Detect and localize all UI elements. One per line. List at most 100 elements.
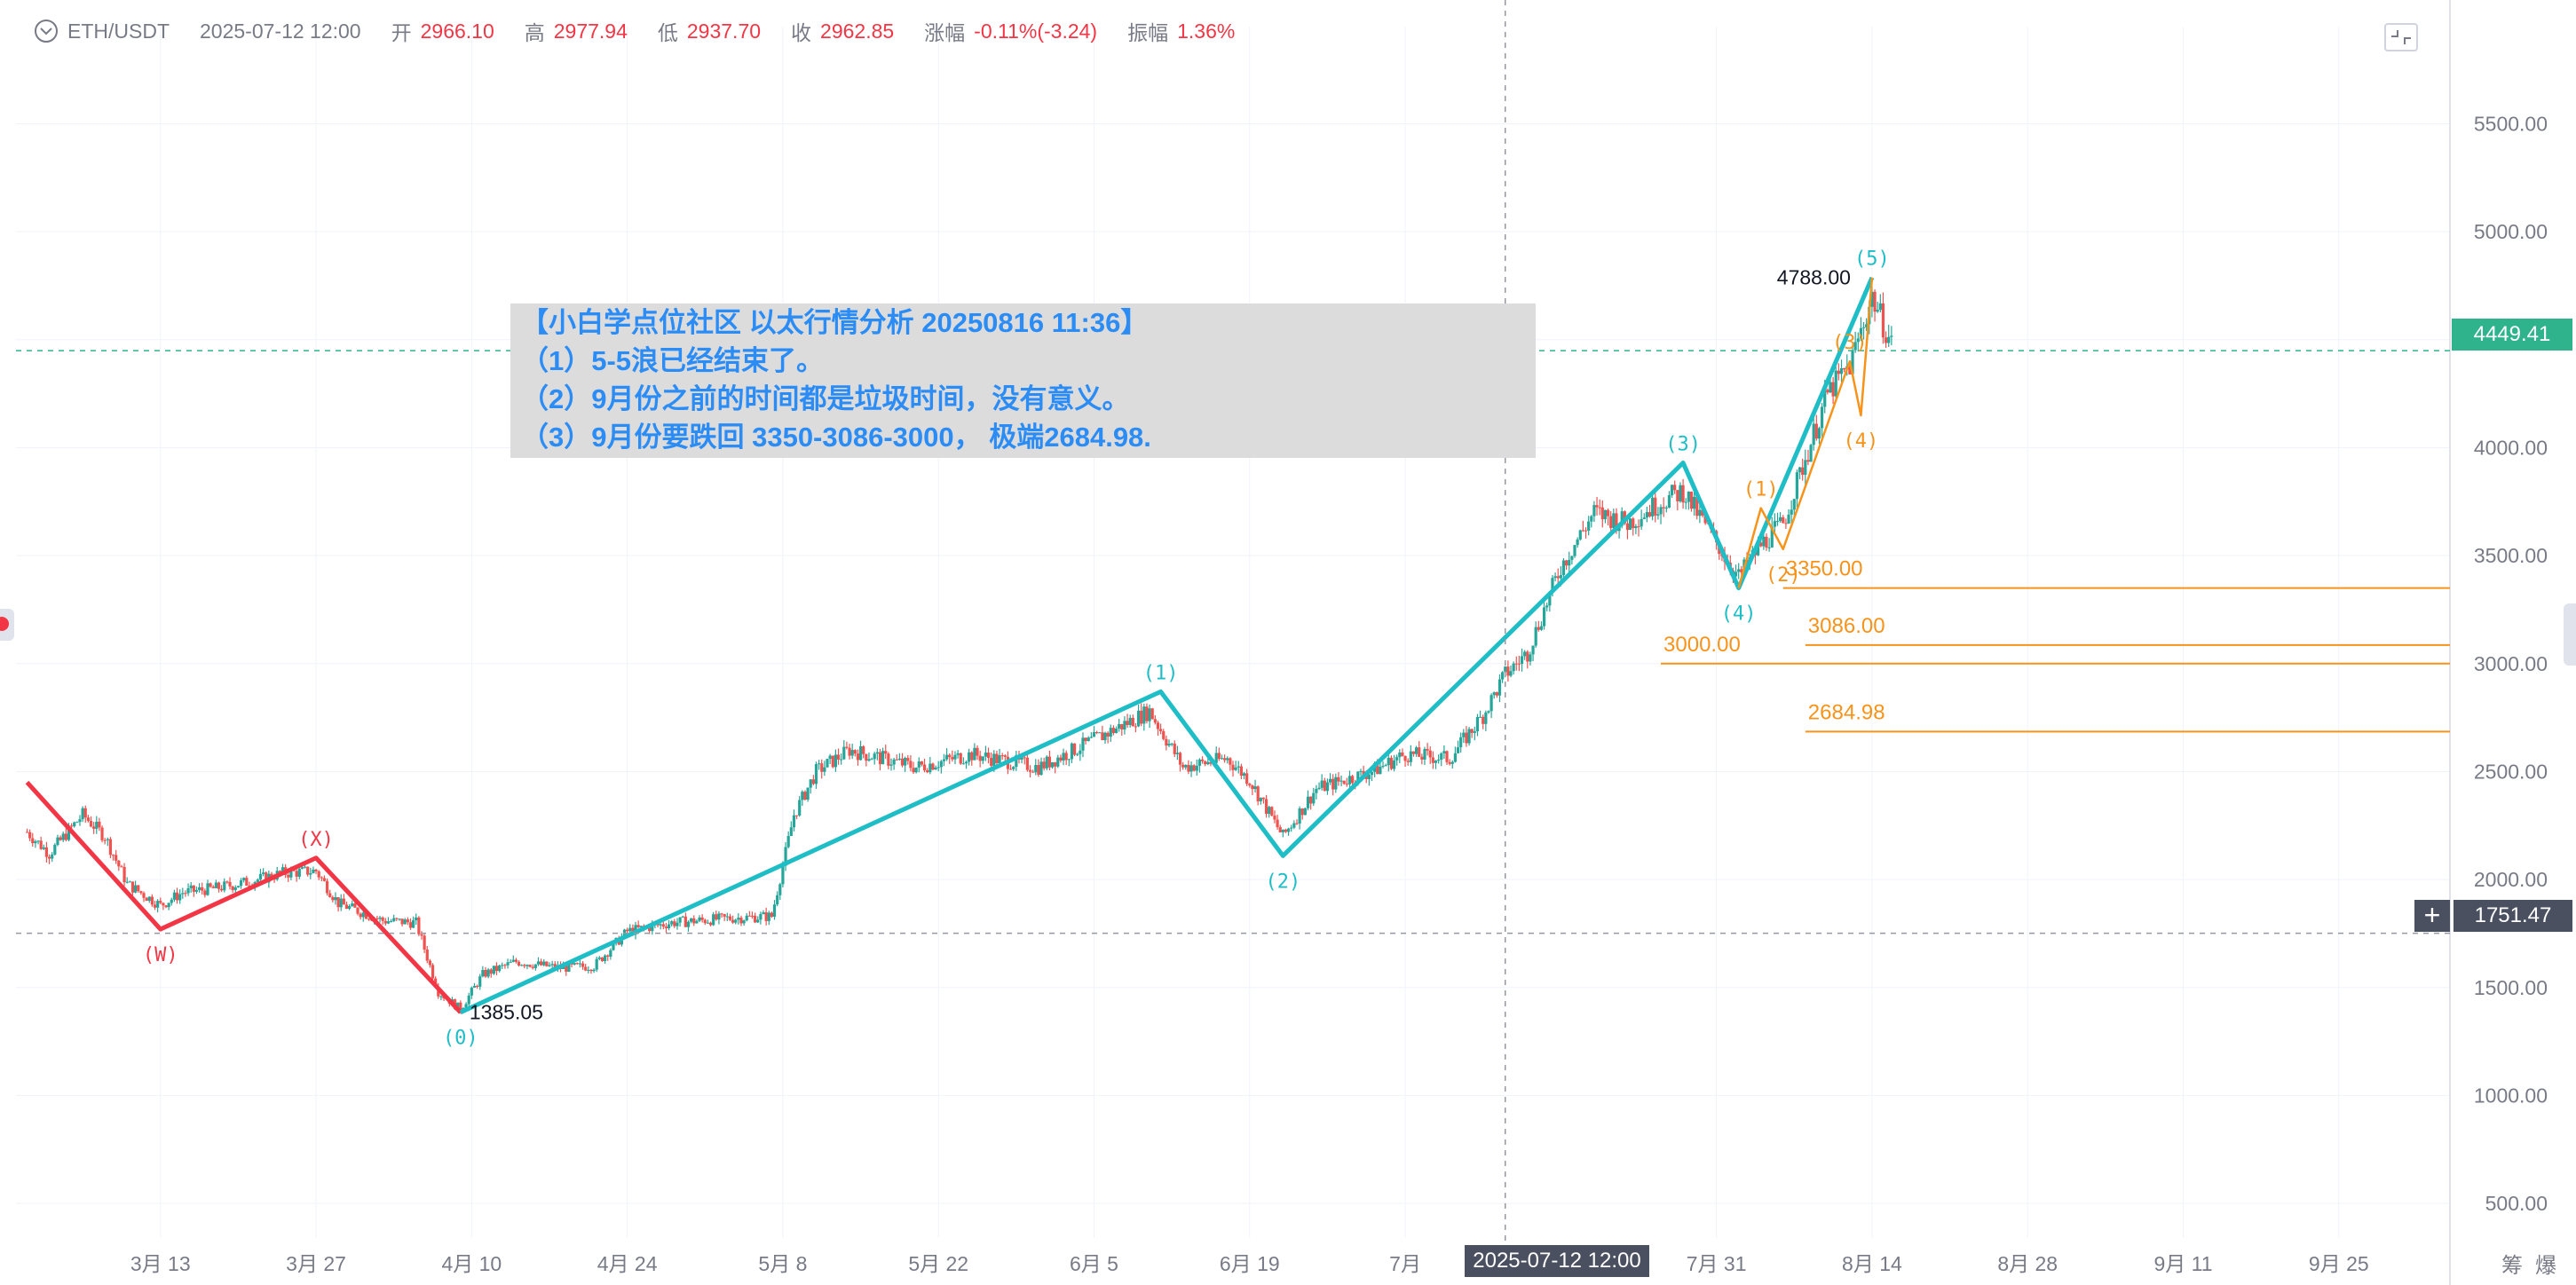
- analysis-title: 【小白学点位社区 以太行情分析 20250816 11:36】: [521, 307, 1149, 338]
- candle-body: [818, 763, 821, 765]
- candle-body: [1328, 778, 1332, 783]
- candle-body: [1553, 576, 1557, 579]
- candle-body: [639, 926, 643, 927]
- candle-body: [692, 918, 696, 924]
- candle-body: [1662, 507, 1665, 508]
- candle-body: [828, 755, 832, 760]
- candle-body: [1284, 829, 1288, 832]
- candle-body: [1837, 370, 1840, 374]
- candle-body: [361, 912, 365, 918]
- candle-body: [1450, 761, 1454, 764]
- candle-body: [747, 915, 751, 917]
- analysis-note[interactable]: 【小白学点位社区 以太行情分析 20250816 11:36】 （1）5-5浪已…: [510, 304, 1536, 458]
- candle-body: [970, 752, 974, 761]
- candle-body: [801, 792, 804, 800]
- candle-body: [1317, 787, 1321, 789]
- liquidation-label[interactable]: 爆: [2535, 1254, 2569, 1278]
- candle-body: [1000, 755, 1004, 757]
- candle-body: [648, 926, 652, 932]
- candle-body: [1023, 757, 1026, 759]
- plus-icon[interactable]: +: [2414, 900, 2450, 932]
- bar-datetime: 2025-07-12 12:00: [200, 19, 361, 43]
- current-price-tag: 4449.41: [2452, 319, 2572, 351]
- candle-body: [1118, 723, 1121, 729]
- candle-body: [717, 913, 721, 920]
- candle-body: [359, 913, 362, 918]
- low-value: 2937.70: [686, 19, 762, 43]
- candle-body: [878, 752, 882, 765]
- candle-body: [1270, 807, 1274, 816]
- candle-body: [892, 759, 896, 765]
- candle-body: [1148, 708, 1151, 721]
- candle-body: [1482, 716, 1485, 724]
- candle-body: [1453, 753, 1458, 762]
- candle-body: [1865, 324, 1869, 327]
- candle-body: [1359, 770, 1363, 772]
- candle-body: [1620, 511, 1624, 526]
- candle-body: [1278, 827, 1282, 832]
- candle-body: [1290, 827, 1293, 829]
- right-panel-handle[interactable]: [2564, 603, 2576, 666]
- candle-body: [553, 964, 557, 969]
- candle-body: [531, 966, 534, 968]
- candle-body: [875, 752, 879, 754]
- candle-body: [762, 912, 765, 915]
- fullscreen-icon[interactable]: [2384, 23, 2418, 51]
- candle-body: [34, 841, 37, 844]
- left-panel-handle[interactable]: [0, 609, 14, 641]
- candle-body: [850, 750, 854, 756]
- candle-body: [1012, 767, 1015, 769]
- candle-body: [153, 904, 157, 908]
- candle-body: [895, 759, 898, 761]
- candle-body: [1523, 651, 1527, 657]
- candle-body: [1126, 721, 1129, 725]
- price-tick-label: 2500.00: [2474, 760, 2548, 783]
- candle-body: [203, 890, 207, 895]
- chip-distribution-label[interactable]: 筹: [2501, 1254, 2535, 1278]
- close-label: 收: [791, 21, 812, 44]
- candle-body: [1084, 737, 1087, 742]
- candle-body: [1848, 366, 1852, 374]
- candle-body: [81, 808, 84, 820]
- candle-body: [206, 883, 209, 895]
- candle-body: [1695, 496, 1699, 516]
- candle-body: [1495, 692, 1498, 696]
- candle-body: [470, 987, 473, 996]
- candle-body: [1592, 505, 1596, 516]
- candle-body: [1475, 716, 1480, 732]
- candle-body: [1578, 530, 1582, 540]
- candle-body: [1217, 753, 1221, 760]
- candle-body: [1887, 336, 1891, 343]
- candle-body: [95, 821, 99, 829]
- candle-body: [44, 847, 49, 857]
- candle-body: [784, 847, 787, 866]
- candle-body: [1409, 751, 1412, 762]
- candle-body: [1253, 786, 1257, 790]
- price-tick-label: 2000.00: [2474, 868, 2548, 891]
- candle-body: [1170, 743, 1173, 745]
- candle-body: [514, 959, 518, 962]
- candle-body: [1381, 765, 1385, 767]
- candle-body: [1418, 747, 1421, 757]
- candle-body: [1072, 743, 1077, 755]
- candle-body: [584, 966, 588, 971]
- time-tick-label: 7月 31: [1687, 1252, 1747, 1275]
- chevron-circle-down-icon[interactable]: [34, 19, 59, 43]
- candle-body: [1370, 771, 1374, 776]
- candle-body: [964, 761, 968, 764]
- candle-body: [1584, 530, 1588, 532]
- candle-body: [1834, 370, 1837, 397]
- candle-body: [170, 899, 173, 903]
- candle-body: [415, 917, 418, 921]
- candle-body: [612, 942, 615, 950]
- candle-body: [1790, 509, 1793, 515]
- candle-body: [1667, 495, 1671, 508]
- candle-body: [517, 961, 521, 966]
- candle-body: [1426, 749, 1429, 751]
- candle-body: [342, 898, 345, 905]
- corner-tools[interactable]: 筹爆: [2501, 1248, 2569, 1279]
- candle-body: [867, 759, 871, 761]
- candle-body: [39, 840, 43, 849]
- crosshair: [16, 0, 2450, 1245]
